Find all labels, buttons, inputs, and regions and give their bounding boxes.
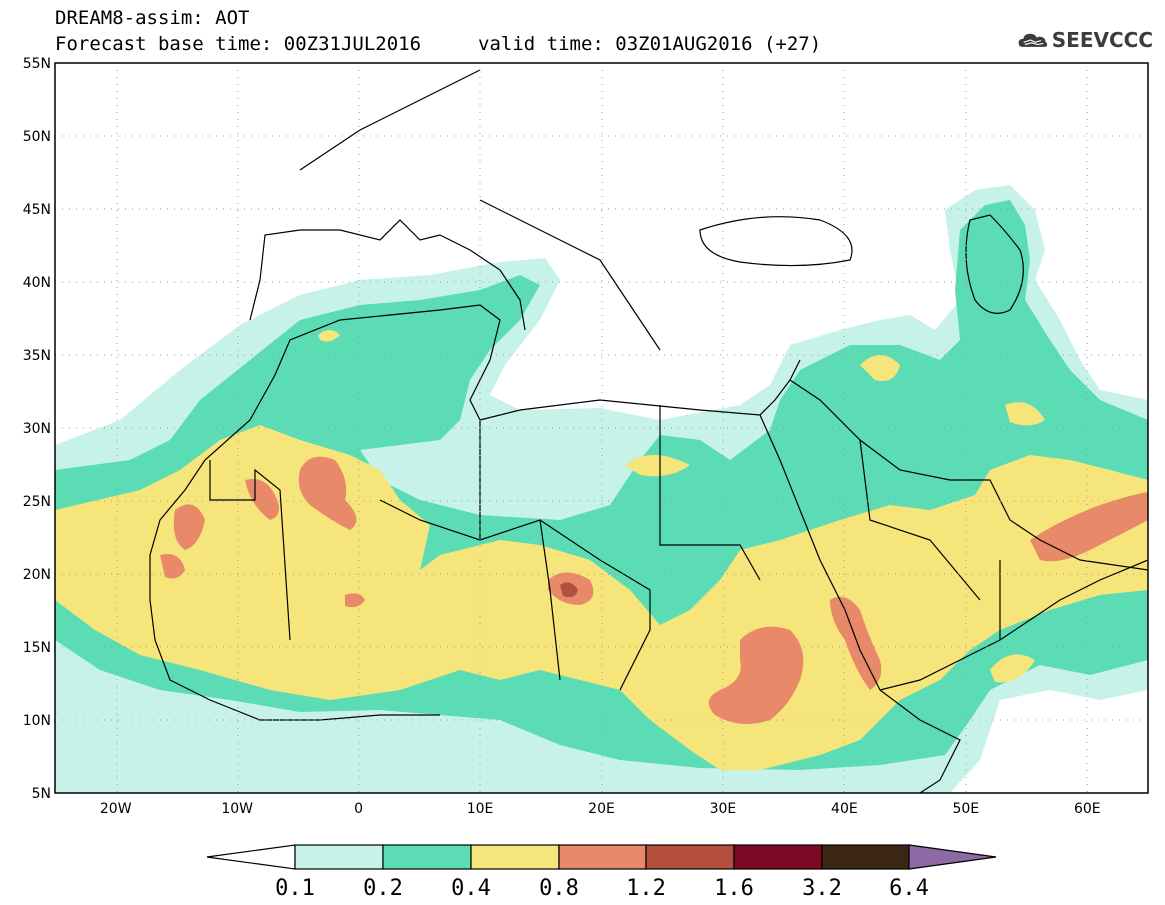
aot-contour-0.8 (160, 554, 185, 579)
colorbar-label: 0.2 (363, 876, 403, 901)
cloud-icon (1018, 33, 1048, 47)
colorbar-bin-3 (470, 844, 560, 870)
longitude-label: 30E (710, 801, 737, 817)
longitude-label: 10E (467, 801, 494, 817)
colorbar-bin-1 (294, 844, 384, 870)
aot-contour-0.4-patch (990, 654, 1035, 683)
colorbar-label: 1.2 (626, 876, 666, 901)
longitude-label: 10W (221, 801, 253, 817)
map-frame (54, 62, 1149, 794)
logo-text: SEEVCCC (1051, 28, 1153, 52)
aot-contour-0.8 (173, 504, 205, 550)
latitude-label: 50N (23, 129, 51, 145)
colorbar-labels: 0.1 0.2 0.4 0.8 1.2 1.6 3.2 6.4 (275, 876, 929, 901)
latitude-label: 15N (23, 640, 51, 656)
colorbar-bin-2 (382, 844, 472, 870)
latitude-label: 40N (23, 275, 51, 291)
aot-field (55, 185, 1148, 793)
aot-contour-0.4-patch (318, 330, 340, 342)
colorbar-bin-4 (558, 844, 647, 870)
aot-contour-0.4-patch (860, 355, 900, 381)
latitude-label: 5N (32, 786, 51, 802)
latitude-label: 20N (23, 567, 51, 583)
latitude-labels: 55N 50N 45N 40N 35N 30N 25N 20N 15N 10N 5N (23, 56, 51, 802)
forecast-base-time: Forecast base time: 00Z31JUL2016 (55, 33, 422, 55)
aot-contour-0.8 (1030, 492, 1148, 562)
latitude-label: 25N (23, 494, 51, 510)
latitude-label: 55N (23, 56, 51, 72)
aot-contour-0.8 (245, 479, 279, 520)
longitude-label: 40E (831, 801, 858, 817)
colorbar-label: 0.8 (539, 876, 579, 901)
seevccc-logo: SEEVCCC (1018, 22, 1153, 58)
map-title: DREAM8-assim: AOT (55, 7, 250, 29)
colorbar-below-triangle (206, 844, 296, 870)
colorbar-above-triangle (908, 844, 997, 870)
colorbar-label: 3.2 (802, 876, 842, 901)
longitude-label: 50E (952, 801, 979, 817)
longitude-labels: 20W 10W 0 10E 20E 30E 40E 50E 60E (100, 801, 1101, 817)
latitude-label: 45N (23, 202, 51, 218)
aot-contour-1.2 (560, 582, 578, 598)
longitude-label: 60E (1074, 801, 1101, 817)
aot-contour-0.8 (345, 593, 365, 608)
colorbar-label: 0.4 (451, 876, 491, 901)
latitude-label: 30N (23, 421, 51, 437)
aot-contour-0.8 (298, 456, 357, 530)
colorbar (206, 844, 997, 870)
longitude-label: 0 (354, 801, 363, 817)
longitude-label: 20W (100, 801, 132, 817)
latitude-label: 10N (23, 713, 51, 729)
colorbar-label: 0.1 (275, 876, 315, 901)
colorbar-label: 6.4 (889, 876, 929, 901)
colorbar-label: 1.6 (714, 876, 754, 901)
aot-contour-0.8 (708, 626, 804, 724)
colorbar-bin-5 (645, 844, 735, 870)
colorbar-bin-7 (821, 844, 910, 870)
longitude-label: 20E (588, 801, 615, 817)
latitude-label: 35N (23, 348, 51, 364)
aot-contour-0.4-patch (625, 455, 690, 477)
valid-time: valid time: 03Z01AUG2016 (+27) (478, 33, 822, 55)
aot-contour-0.4-patch (1005, 402, 1045, 426)
coastlines (149, 69, 1148, 793)
grid (55, 63, 1148, 793)
colorbar-bin-6 (733, 844, 823, 870)
